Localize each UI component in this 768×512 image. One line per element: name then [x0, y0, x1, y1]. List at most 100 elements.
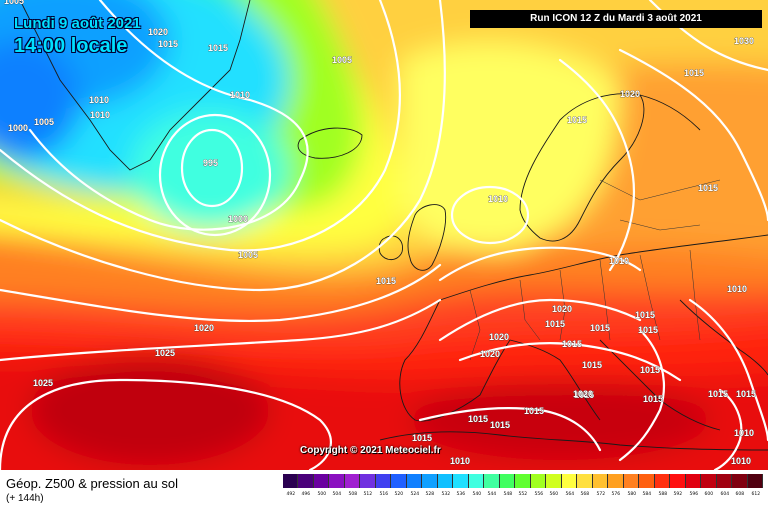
isobar-label: 1000 [8, 123, 28, 133]
scale-chip [670, 474, 686, 488]
isobar-label: 1015 [524, 406, 544, 416]
scale-label: 612 [750, 491, 760, 497]
isobar-label: 1015 [640, 365, 660, 375]
copyright-notice: Copyright © 2021 Meteociel.fr [300, 445, 441, 456]
scale-swatch: 608 [732, 474, 748, 508]
isobar-label: 1015 [590, 323, 610, 333]
isobar-label: 1005 [238, 250, 258, 260]
scale-swatch: 572 [592, 474, 609, 508]
isobar-label: 1015 [635, 310, 655, 320]
scale-chip [391, 474, 407, 488]
scale-chip [608, 474, 624, 488]
scale-chip [639, 474, 655, 488]
scale-swatch: 568 [577, 474, 593, 508]
legend-subtitle: (+ 144h) [6, 493, 44, 504]
scale-swatch: 544 [484, 474, 500, 508]
scale-label: 572 [596, 491, 605, 497]
scale-chip [422, 474, 438, 488]
isobar-label: 1000 [228, 214, 248, 224]
scale-chip [468, 474, 485, 488]
scale-swatch: 580 [623, 474, 640, 508]
isobar-label: 1015 [698, 183, 718, 193]
scale-chip [375, 474, 392, 488]
isobar-label: 1015 [638, 325, 658, 335]
scale-label: 528 [425, 491, 435, 497]
scale-label: 604 [720, 491, 729, 497]
scale-chip [747, 474, 764, 488]
scale-chip [283, 474, 299, 488]
scale-label: 508 [348, 491, 357, 497]
isobar-label: 1010 [727, 284, 747, 294]
isobar-label: 1015 [490, 420, 510, 430]
isobar-label: 1015 [567, 115, 587, 125]
legend-title: Géop. Z500 & pression au sol [6, 476, 178, 491]
scale-label: 564 [565, 491, 574, 497]
isobar-label: 1015 [562, 339, 582, 349]
scale-chip [530, 474, 547, 488]
scale-label: 548 [503, 491, 512, 497]
scale-swatch: 500 [313, 474, 330, 508]
scale-label: 512 [363, 491, 373, 497]
isobar-label: 1010 [731, 456, 751, 466]
coastlines [19, 0, 768, 451]
scale-label: 576 [611, 491, 621, 497]
color-scale: 492 496 500 504 508 512 516 520 524 528 532 536 540 5… [283, 474, 764, 508]
scale-label: 588 [658, 491, 667, 497]
isobar-label: 995 [203, 158, 218, 168]
scale-swatch: 612 [747, 474, 764, 508]
scale-swatch: 556 [530, 474, 547, 508]
scale-label: 580 [627, 491, 636, 497]
scale-label: 608 [735, 491, 745, 497]
scale-chip [577, 474, 593, 488]
isobar-label: 1010 [734, 428, 754, 438]
scale-label: 536 [456, 491, 466, 497]
isobar-label: 1010 [90, 110, 110, 120]
scale-swatch: 552 [515, 474, 531, 508]
scale-label: 592 [673, 491, 683, 497]
scale-chip [313, 474, 330, 488]
isobar-label: 1005 [4, 0, 24, 6]
scale-chip [499, 474, 516, 488]
isobar-label: 1025 [33, 378, 53, 388]
scale-label: 516 [379, 491, 388, 497]
scale-swatch: 528 [422, 474, 438, 508]
isobar-label: 1010 [488, 194, 508, 204]
isobar-label: 1025 [155, 348, 175, 358]
isobar-label: 1010 [230, 90, 250, 100]
scale-swatch: 512 [360, 474, 376, 508]
scale-swatch: 592 [670, 474, 686, 508]
scale-label: 560 [549, 491, 559, 497]
scale-chip [654, 474, 671, 488]
scale-label: 524 [410, 491, 419, 497]
isobar-label: 1015 [468, 414, 488, 424]
isobar-label: 1010 [450, 456, 470, 466]
isobar-label: 1015 [708, 389, 728, 399]
scale-chip [406, 474, 423, 488]
scale-swatch: 504 [329, 474, 345, 508]
scale-chip [453, 474, 469, 488]
scale-chip [329, 474, 345, 488]
scale-chip [701, 474, 717, 488]
model-run-banner: Run ICON 12 Z du Mardi 3 août 2021 [470, 10, 762, 28]
isobar-label: 1010 [89, 95, 109, 105]
isobar-label: 1020 [489, 332, 509, 342]
scale-label: 552 [518, 491, 528, 497]
isobar-label: 1020 [620, 89, 640, 99]
scale-label: 568 [580, 491, 590, 497]
scale-swatch: 588 [654, 474, 671, 508]
isobar-label: 1010 [609, 256, 629, 266]
borders [469, 179, 721, 361]
scale-chip [344, 474, 361, 488]
scale-label: 556 [534, 491, 543, 497]
scale-label: 596 [689, 491, 698, 497]
isobar-label: 1020 [194, 323, 214, 333]
scale-swatch: 604 [716, 474, 733, 508]
isobar-label: 1015 [643, 394, 663, 404]
forecast-map: 1005 1020 1015 1015 1005 1010 1010 1000 … [0, 0, 768, 470]
scale-swatch: 564 [561, 474, 578, 508]
scale-label: 600 [704, 491, 714, 497]
isobar-label: 1015 [412, 433, 432, 443]
scale-chip [515, 474, 531, 488]
scale-chip [484, 474, 500, 488]
